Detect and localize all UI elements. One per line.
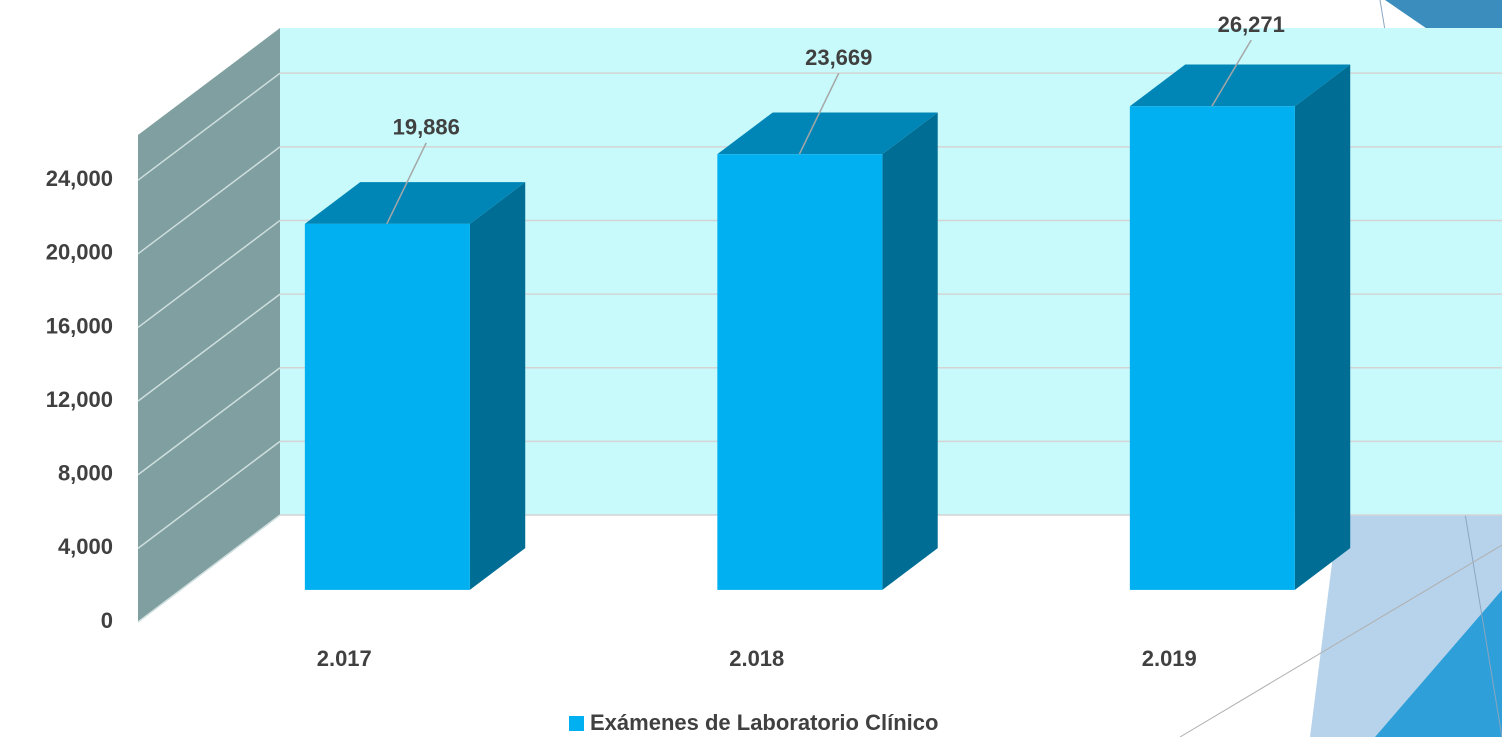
- y-tick-label: 12,000: [46, 387, 113, 412]
- background-shape: [1375, 590, 1502, 737]
- y-tick-label: 4,000: [58, 534, 113, 559]
- bar-side: [469, 182, 526, 590]
- y-tick-label: 0: [101, 608, 113, 633]
- bar-side: [882, 112, 938, 590]
- bar-top: [717, 112, 938, 155]
- decor-line: [1179, 544, 1502, 737]
- data-label: 19,886: [393, 115, 460, 140]
- x-tick-label: 2.019: [1142, 646, 1197, 671]
- leader-line: [798, 72, 840, 155]
- y-tick-label: 24,000: [46, 166, 113, 191]
- grid-line: [137, 440, 281, 549]
- data-label: 23,669: [805, 45, 872, 70]
- bar: [304, 223, 470, 590]
- bar: [717, 154, 883, 590]
- bar-top: [304, 182, 526, 224]
- legend-swatch: [569, 716, 584, 731]
- bar-side: [1294, 64, 1351, 590]
- x-tick-label: 2.017: [317, 646, 372, 671]
- bar-top: [1129, 64, 1351, 107]
- data-label: 26,271: [1218, 12, 1285, 37]
- grid-line: [137, 367, 281, 476]
- x-tick-label: 2.018: [729, 646, 784, 671]
- y-tick-label: 20,000: [46, 240, 113, 265]
- bar: [1129, 106, 1295, 590]
- grid-line: [137, 514, 281, 623]
- grid-line: [137, 219, 281, 329]
- grid-line: [137, 72, 281, 181]
- leader-line: [386, 142, 427, 225]
- y-tick-label: 8,000: [58, 461, 113, 486]
- leader-line: [1211, 39, 1252, 107]
- side-wall: [138, 28, 280, 622]
- grid-line: [137, 293, 281, 402]
- legend-label: Exámenes de Laboratorio Clínico: [590, 710, 938, 735]
- y-tick-label: 16,000: [46, 313, 113, 338]
- grid-line: [137, 146, 281, 255]
